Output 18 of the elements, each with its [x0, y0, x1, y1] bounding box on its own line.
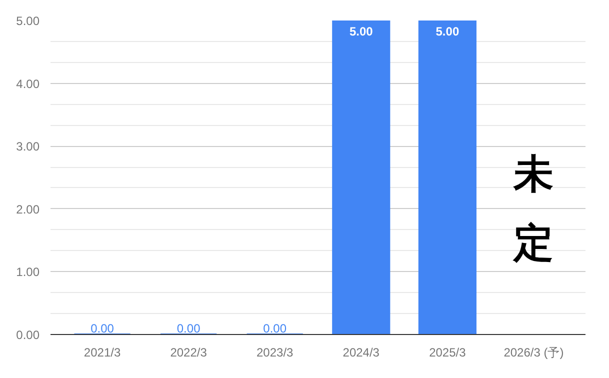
data-label: 0.00	[176, 322, 201, 336]
data-label: 5.00	[349, 24, 374, 38]
y-tick-label: 2.00	[16, 202, 40, 216]
data-label: 0.00	[90, 322, 114, 336]
x-tick-label: 2023/3	[256, 346, 294, 360]
x-tick-label: 2024/3	[342, 346, 380, 360]
y-tick-label: 4.00	[16, 76, 40, 91]
x-tick-label: 2022/3	[170, 346, 208, 360]
data-label: 5.00	[436, 24, 460, 38]
y-tick-label: 3.00	[16, 140, 40, 154]
x-tick-label: 2021/3	[84, 346, 121, 360]
y-tick-label: 1.00	[16, 265, 40, 280]
x-tick-label: 2026/3 (予)	[504, 346, 564, 360]
annotation: 未定	[512, 151, 554, 266]
y-tick-label: 5.00	[16, 14, 40, 28]
data-label: 0.00	[263, 322, 287, 336]
x-tick-label: 2025/3	[429, 346, 466, 360]
y-tick-label: 0.00	[16, 328, 40, 342]
